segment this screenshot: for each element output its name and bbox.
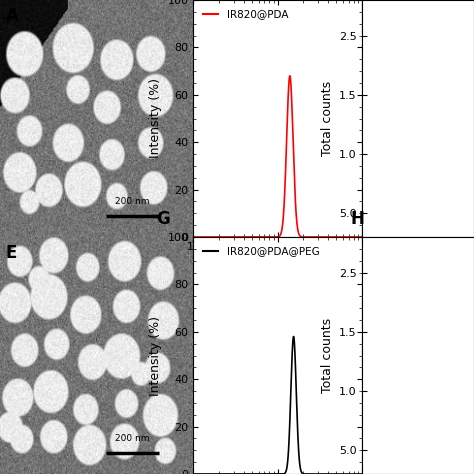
- Text: H: H: [350, 210, 365, 228]
- Text: G: G: [156, 210, 170, 228]
- Y-axis label: Intensity (%): Intensity (%): [149, 316, 162, 395]
- X-axis label: Size (nm): Size (nm): [244, 257, 311, 270]
- Legend: IR820@PDA: IR820@PDA: [199, 5, 292, 24]
- Legend: IR820@PDA@PEG: IR820@PDA@PEG: [199, 242, 324, 261]
- Text: E: E: [6, 244, 17, 262]
- Text: 200 nm: 200 nm: [115, 197, 150, 206]
- Y-axis label: Total counts: Total counts: [320, 81, 334, 156]
- Text: A: A: [6, 7, 18, 25]
- Y-axis label: Intensity (%): Intensity (%): [149, 79, 162, 158]
- Text: 200 nm: 200 nm: [115, 434, 150, 443]
- Y-axis label: Total counts: Total counts: [320, 318, 334, 393]
